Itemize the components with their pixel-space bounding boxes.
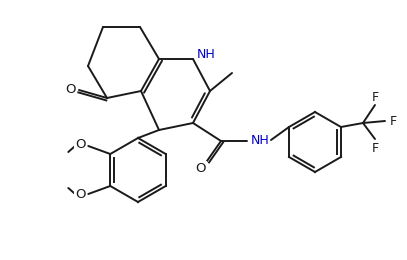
Text: F: F xyxy=(389,114,396,127)
Text: O: O xyxy=(75,188,85,202)
Text: O: O xyxy=(75,139,85,152)
Text: F: F xyxy=(372,90,379,103)
Text: F: F xyxy=(372,141,379,154)
Text: O: O xyxy=(196,161,206,174)
Text: NH: NH xyxy=(197,48,215,61)
Text: NH: NH xyxy=(251,133,269,146)
Text: O: O xyxy=(65,82,75,95)
